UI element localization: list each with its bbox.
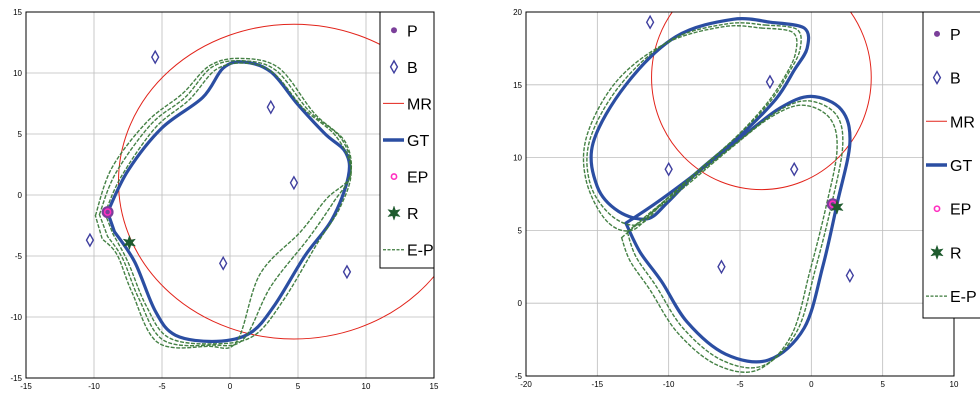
legend: P B MR GT EP R E-P — [379, 11, 435, 269]
x-tick-label: -10 — [88, 382, 100, 391]
legend-label: R — [407, 206, 419, 223]
legend-label: MR — [950, 114, 975, 131]
y-tick-label: 5 — [518, 226, 523, 235]
beacon-marker — [717, 259, 726, 275]
legend-item: P — [934, 27, 961, 44]
beacon-marker — [266, 99, 276, 115]
y-tick-label: 10 — [13, 69, 22, 78]
legend-label: GT — [950, 158, 972, 175]
beacon-legend-icon — [932, 70, 942, 85]
y-tick-label: 15 — [13, 8, 22, 17]
gt-path — [106, 60, 352, 344]
legend-item: EP — [933, 202, 971, 219]
beacon-marker — [218, 255, 228, 271]
legend-item: GT — [383, 133, 429, 150]
legend-label: P — [950, 27, 961, 44]
legend-label: E-P — [950, 289, 977, 306]
estimated-path — [586, 22, 802, 226]
beacon-marker — [342, 264, 352, 280]
legend-label: E-P — [407, 243, 434, 260]
gt-path — [589, 17, 811, 221]
legend-item: B — [389, 59, 418, 77]
x-tick-label: 0 — [809, 380, 814, 389]
plot-area — [85, 23, 434, 349]
x-tick-label: -20 — [520, 380, 532, 389]
x-tick-label: -5 — [736, 380, 744, 389]
legend-label: B — [407, 60, 418, 77]
legend-label: B — [950, 71, 961, 88]
y-tick-label: -15 — [10, 374, 22, 383]
y-tick-label: 15 — [513, 81, 522, 90]
legend-label: R — [950, 245, 962, 262]
p-legend-icon — [934, 30, 940, 37]
estimated-path — [620, 104, 838, 373]
estimated-path — [104, 62, 352, 345]
beacon-legend-icon — [389, 59, 399, 75]
x-tick-label: 15 — [430, 382, 439, 391]
x-tick-label: -10 — [663, 380, 675, 389]
p-legend-icon — [391, 27, 397, 34]
ep-legend-icon — [933, 205, 941, 213]
legend-label: EP — [407, 170, 428, 187]
x-tick-label: 10 — [950, 380, 959, 389]
grid — [25, 11, 435, 379]
chart-left: -15 -10 -5 0 5 10 15 -15 -10 -5 0 5 10 15 P B MR GT EP R E-P — [10, 8, 439, 391]
beacon-marker — [645, 14, 655, 30]
y-tick-label: -10 — [10, 313, 22, 322]
beacon-marker — [845, 268, 855, 283]
y-tick-label: 20 — [513, 8, 522, 17]
chart-right: -20 -15 -10 -5 0 5 10 -5 0 5 10 15 20 P B MR GT EP R E-P — [513, 8, 980, 389]
legend-label: GT — [407, 133, 429, 150]
legend-item: P — [391, 23, 418, 40]
ep-marker — [103, 208, 112, 216]
beacon-marker — [765, 74, 775, 90]
estimated-path — [98, 59, 352, 347]
y-tick-label: -5 — [15, 252, 23, 261]
legend-item: MR — [383, 96, 432, 113]
beacon-marker — [150, 49, 160, 65]
y-tick-label: -5 — [515, 372, 523, 381]
estimated-path — [626, 100, 844, 369]
legend-item: B — [932, 70, 961, 88]
beacon-marker — [289, 175, 299, 191]
legend: P B MR GT EP R E-P — [922, 11, 980, 319]
y-tick-label: 10 — [513, 154, 522, 163]
y-tick-label: 0 — [18, 191, 23, 200]
r-legend-icon — [387, 205, 401, 221]
plot-area — [582, 12, 872, 373]
beacon-marker — [790, 161, 799, 177]
legend-item: R — [387, 205, 419, 223]
beacon-marker — [664, 161, 673, 177]
x-tick-label: 5 — [296, 382, 301, 391]
legend-label: EP — [950, 202, 971, 219]
x-tick-label: -5 — [158, 382, 166, 391]
legend-item: MR — [926, 114, 975, 131]
p-marker — [101, 206, 114, 219]
legend-label: P — [407, 23, 418, 40]
x-tick-label: 10 — [362, 382, 371, 391]
legend-item: GT — [926, 158, 972, 175]
ep-legend-icon — [390, 173, 398, 180]
y-tick-label: 0 — [518, 299, 523, 308]
mr-circle — [651, 12, 872, 191]
r-marker — [122, 234, 137, 251]
y-tick-label: 5 — [18, 130, 23, 139]
x-tick-label: 5 — [880, 380, 885, 389]
beacon-marker — [85, 232, 95, 248]
legend-label: MR — [407, 96, 432, 113]
x-tick-label: -15 — [20, 382, 32, 391]
legend-item: E-P — [383, 243, 434, 260]
estimated-path — [94, 57, 353, 349]
legend-item: E-P — [926, 289, 977, 306]
r-legend-icon — [930, 244, 944, 261]
estimated-path — [582, 25, 798, 232]
r-marker — [830, 199, 844, 215]
x-tick-label: -15 — [592, 380, 604, 389]
legend-item: R — [930, 244, 962, 262]
legend-item: EP — [390, 170, 428, 187]
x-tick-label: 0 — [228, 382, 233, 391]
